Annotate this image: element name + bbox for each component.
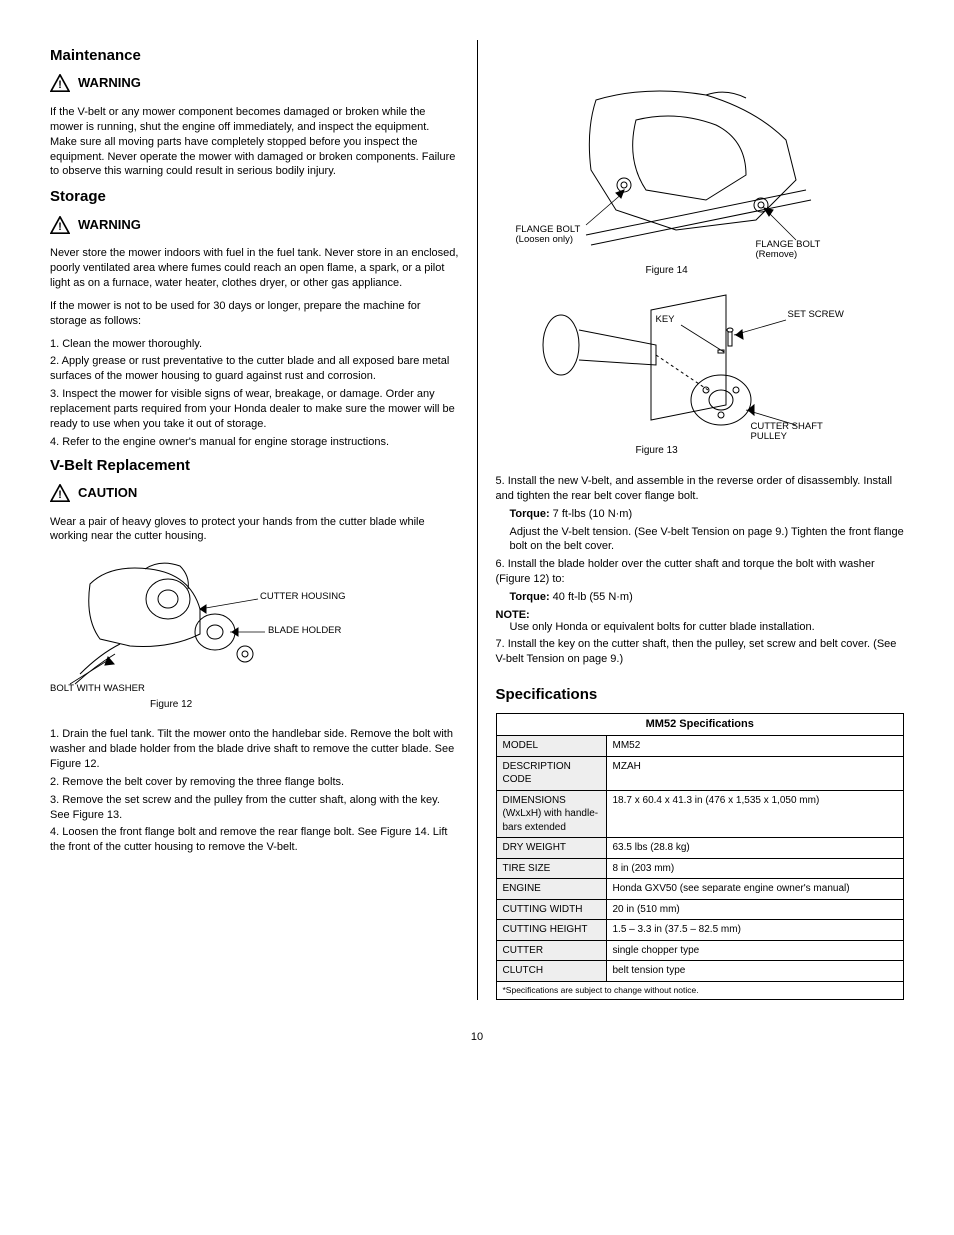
vbelt-step-1: 1. Drain the fuel tank. Tilt the mower o… [50, 727, 459, 772]
repl-step-5a: 5. Install the new V-belt, and assemble … [496, 474, 905, 504]
right-column: FLANGE BOLT (Loosen only) FLANGE BOLT (R… [478, 40, 905, 1000]
figure-13: SET SCREW KEY CUTTER SHAFT PULLEY Figure… [496, 290, 905, 460]
fig13-label-pulley: CUTTER SHAFT PULLEY [751, 422, 841, 443]
spec-key: DIMENSIONS (WxLxH) with handle-bars exte… [496, 790, 606, 838]
note-label: NOTE: [496, 609, 530, 621]
figure-12-caption: Figure 12 [150, 698, 192, 712]
vbelt-step-3: 3. Remove the set screw and the pulley f… [50, 793, 459, 823]
vbelt-title: V-Belt Replacement [50, 456, 459, 476]
vbelt-step-2: 2. Remove the belt cover by removing the… [50, 775, 459, 790]
torque-2-value: 40 ft-lb (55 N·m) [550, 591, 633, 603]
spec-table: MM52 Specifications MODELMM52DESCRIPTION… [496, 713, 905, 1000]
spec-value: MZAH [606, 756, 904, 790]
left-column: Maintenance ! WARNING If the V-belt or a… [50, 40, 478, 1000]
repl-step-6: 6. Install the blade holder over the cut… [496, 557, 905, 587]
storage-intro: If the mower is not to be used for 30 da… [50, 299, 459, 329]
torque-2-label: Torque: [510, 591, 550, 603]
warning-icon: ! [50, 216, 70, 239]
spec-key: DRY WEIGHT [496, 838, 606, 859]
maintenance-title: Maintenance [50, 46, 459, 66]
svg-text:!: ! [58, 489, 62, 501]
spec-key: CUTTER [496, 940, 606, 961]
repl-step-5b: Adjust the V-belt tension. (See V-belt T… [510, 525, 905, 555]
storage-title: Storage [50, 187, 459, 207]
figure-14-caption: Figure 14 [646, 264, 688, 278]
fig13-label-setscrew: SET SCREW [788, 310, 844, 320]
spec-value: 20 in (510 mm) [606, 899, 904, 920]
vbelt-step-4: 4. Loosen the front flange bolt and remo… [50, 825, 459, 855]
spec-value: 63.5 lbs (28.8 kg) [606, 838, 904, 859]
warning-1-text: If the V-belt or any mower component bec… [50, 105, 459, 179]
storage-step-2: 2. Apply grease or rust preventative to … [50, 354, 459, 384]
spec-footnote: *Specifications are subject to change wi… [496, 981, 904, 999]
spec-key: TIRE SIZE [496, 858, 606, 879]
spec-key: ENGINE [496, 879, 606, 900]
svg-text:!: ! [58, 220, 62, 232]
warning-icon: ! [50, 484, 70, 507]
svg-text:!: ! [58, 79, 62, 91]
spec-key: CUTTING HEIGHT [496, 920, 606, 941]
fig13-label-key: KEY [656, 315, 675, 325]
caution-1: ! CAUTION [50, 484, 459, 507]
warning-2-label: WARNING [78, 216, 141, 234]
spec-key: DESCRIPTION CODE [496, 756, 606, 790]
page-number: 10 [50, 1030, 904, 1045]
torque-2: Torque: 40 ft-lb (55 N·m) [510, 590, 905, 605]
warning-1: ! WARNING [50, 74, 459, 97]
warning-2: ! WARNING [50, 216, 459, 239]
spec-key: MODEL [496, 736, 606, 757]
fig12-label-cutter-housing: CUTTER HOUSING [260, 592, 346, 602]
spec-value: single chopper type [606, 940, 904, 961]
warning-2-text: Never store the mower indoors with fuel … [50, 246, 459, 291]
figure-13-illustration [496, 290, 816, 440]
torque-1-value: 7 ft-lbs (10 N·m) [550, 508, 633, 520]
fig12-label-blade-holder: BLADE HOLDER [268, 626, 341, 636]
warning-1-label: WARNING [78, 74, 141, 92]
spec-value: 8 in (203 mm) [606, 858, 904, 879]
fig14-label-remove: FLANGE BOLT (Remove) [756, 240, 846, 261]
storage-step-1: 1. Clean the mower thoroughly. [50, 337, 459, 352]
spec-value: belt tension type [606, 961, 904, 982]
spec-title: Specifications [496, 685, 905, 705]
torque-1: Torque: 7 ft-lbs (10 N·m) [510, 507, 905, 522]
spec-value: MM52 [606, 736, 904, 757]
spec-value: 18.7 x 60.4 x 41.3 in (476 x 1,535 x 1,0… [606, 790, 904, 838]
spec-key: CLUTCH [496, 961, 606, 982]
torque-1-label: Torque: [510, 508, 550, 520]
spec-value: Honda GXV50 (see separate engine owner's… [606, 879, 904, 900]
caution-1-label: CAUTION [78, 484, 137, 502]
repl-step-7: 7. Install the key on the cutter shaft, … [496, 637, 905, 667]
figure-14: FLANGE BOLT (Loosen only) FLANGE BOLT (R… [496, 80, 905, 280]
note-text: Use only Honda or equivalent bolts for c… [510, 620, 905, 635]
figure-12: CUTTER HOUSING BLADE HOLDER BOLT WITH WA… [50, 554, 459, 709]
spec-value: 1.5 – 3.3 in (37.5 – 82.5 mm) [606, 920, 904, 941]
spec-key: CUTTING WIDTH [496, 899, 606, 920]
spec-table-header: MM52 Specifications [496, 714, 904, 736]
figure-13-caption: Figure 13 [636, 444, 678, 458]
fig14-label-loosen: FLANGE BOLT (Loosen only) [516, 225, 616, 246]
figure-12-illustration [50, 554, 300, 694]
warning-icon: ! [50, 74, 70, 97]
fig12-label-bolt: BOLT WITH WASHER [50, 684, 170, 694]
caution-1-text: Wear a pair of heavy gloves to protect y… [50, 515, 459, 545]
storage-step-3: 3. Inspect the mower for visible signs o… [50, 387, 459, 432]
storage-step-4: 4. Refer to the engine owner's manual fo… [50, 435, 459, 450]
